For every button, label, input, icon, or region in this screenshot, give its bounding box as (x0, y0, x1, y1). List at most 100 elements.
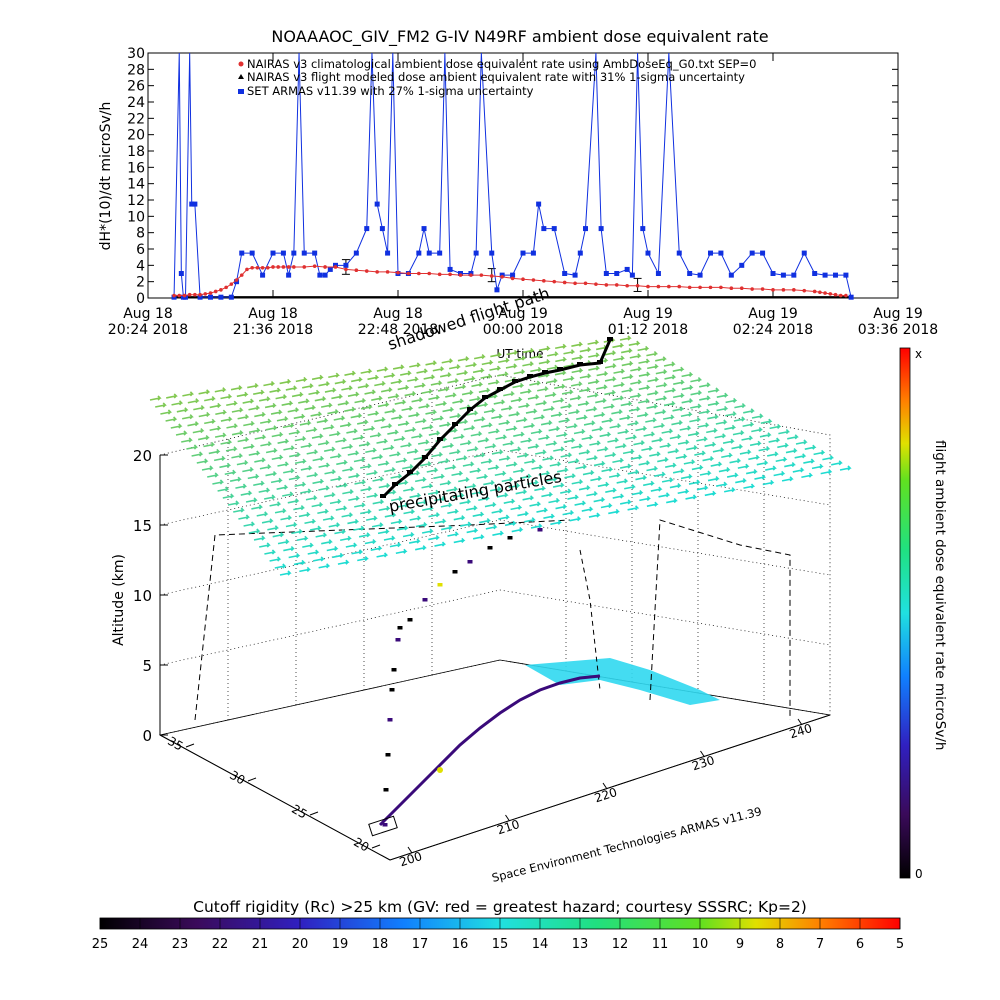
field-arrow (680, 411, 693, 418)
climatological-point (396, 270, 400, 275)
climatological-point (193, 292, 197, 297)
field-arrow (242, 466, 254, 473)
field-arrow (514, 355, 527, 361)
field-arrow (318, 563, 331, 569)
field-arrow (197, 434, 210, 441)
wall-grid-line (159, 589, 831, 666)
field-arrow (524, 517, 536, 523)
colorbar-tick-label: 23 (172, 937, 189, 952)
field-arrow (288, 474, 301, 481)
flight-track-point (383, 788, 389, 792)
field-arrow (568, 408, 581, 415)
climatological-point (552, 279, 557, 284)
armas-point (270, 250, 276, 256)
armas-point (280, 250, 286, 256)
field-arrow (253, 480, 265, 487)
field-arrow (442, 442, 455, 449)
field-arrow (839, 465, 852, 471)
field-arrow (745, 469, 758, 475)
field-arrow (337, 400, 350, 406)
field-arrow (187, 398, 200, 404)
field-arrow (498, 455, 511, 461)
x-tick-label-time: 02:24 2018 (733, 322, 813, 338)
field-arrow (558, 417, 571, 423)
field-arrow (380, 387, 393, 393)
field-arrow (166, 393, 178, 399)
field-arrow (402, 464, 414, 470)
climatological-point (255, 265, 260, 270)
y-tick-label: 20 (127, 128, 145, 144)
field-arrow (423, 374, 436, 380)
field-arrow (619, 414, 632, 421)
armas-point (260, 272, 266, 278)
armas-point (343, 262, 349, 268)
field-arrow (341, 385, 354, 391)
field-arrow (630, 379, 642, 385)
field-arrow (760, 418, 773, 424)
climatological-point (333, 265, 338, 269)
field-arrow (477, 437, 490, 443)
field-arrow (803, 458, 815, 464)
field-arrow (421, 424, 434, 430)
field-arrow (276, 416, 289, 422)
field-arrow (653, 422, 666, 429)
field-arrow (600, 502, 613, 509)
field-arrow (469, 467, 482, 473)
field-arrow (384, 408, 397, 414)
field-arrow (555, 503, 568, 510)
field-arrow (488, 428, 500, 434)
field-arrow (582, 469, 595, 476)
field-arrow (637, 345, 650, 352)
field-arrow (535, 449, 547, 455)
field-arrow (317, 508, 329, 515)
climatological-point (583, 281, 588, 286)
field-arrow (586, 491, 598, 497)
field-arrow (655, 382, 668, 388)
field-arrow (322, 424, 335, 430)
colorbar-tick-label: 7 (816, 937, 824, 952)
field-arrow (335, 437, 348, 443)
field-arrow (560, 452, 573, 458)
field-arrow (224, 469, 237, 476)
field-arrow (525, 408, 538, 414)
field-arrow (383, 535, 396, 541)
field-arrow (294, 436, 307, 442)
field-arrow (659, 442, 672, 448)
field-arrow (324, 387, 337, 393)
field-arrow (253, 389, 265, 395)
field-arrow (175, 430, 188, 436)
colorbar-vertical (899, 347, 911, 879)
field-arrow (531, 464, 544, 470)
field-arrow (571, 354, 584, 360)
field-arrow (638, 398, 650, 404)
field-arrow (566, 423, 578, 429)
armas-point (843, 272, 849, 278)
field-arrow (326, 545, 339, 552)
y-tick-label: 4 (136, 258, 145, 274)
field-arrow (613, 368, 626, 374)
field-arrow (421, 483, 434, 489)
field-arrow (604, 451, 617, 458)
field-arrow (453, 433, 465, 440)
field-arrow (291, 391, 304, 398)
field-arrow (346, 428, 359, 434)
field-arrow (522, 347, 535, 354)
field-arrow (309, 525, 322, 531)
field-arrow (696, 485, 709, 491)
field-arrow (209, 402, 222, 409)
y-tick-label: 14 (127, 177, 145, 193)
field-arrow (595, 398, 607, 404)
field-arrow (527, 479, 539, 486)
field-arrow (324, 492, 336, 498)
climatological-point (573, 281, 577, 286)
field-arrow (570, 381, 583, 387)
field-arrow (258, 396, 271, 402)
field-arrow (767, 451, 779, 457)
field-arrow (415, 418, 427, 424)
field-arrow (627, 505, 640, 511)
field-arrow (220, 416, 233, 422)
climatological-point (234, 278, 239, 282)
field-arrow (702, 455, 715, 462)
armas-point (833, 272, 838, 278)
x-tick-label-time: 21:36 2018 (233, 322, 313, 338)
